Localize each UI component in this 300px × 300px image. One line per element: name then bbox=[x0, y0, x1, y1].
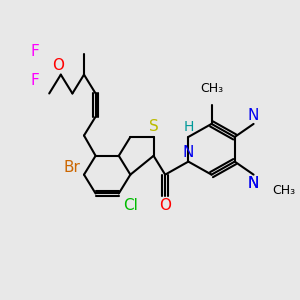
Text: F: F bbox=[30, 73, 39, 88]
Text: N: N bbox=[248, 176, 259, 191]
Text: N: N bbox=[248, 108, 259, 123]
Text: CH₃: CH₃ bbox=[200, 82, 223, 95]
Text: H: H bbox=[183, 120, 194, 134]
Text: S: S bbox=[149, 119, 158, 134]
Text: F: F bbox=[30, 44, 39, 59]
Text: Br: Br bbox=[64, 160, 81, 175]
Text: O: O bbox=[159, 198, 171, 213]
Text: N: N bbox=[248, 176, 259, 191]
Text: N: N bbox=[183, 146, 194, 160]
Text: O: O bbox=[52, 58, 64, 74]
Text: CH₃: CH₃ bbox=[272, 184, 296, 197]
Text: Cl: Cl bbox=[123, 198, 138, 213]
